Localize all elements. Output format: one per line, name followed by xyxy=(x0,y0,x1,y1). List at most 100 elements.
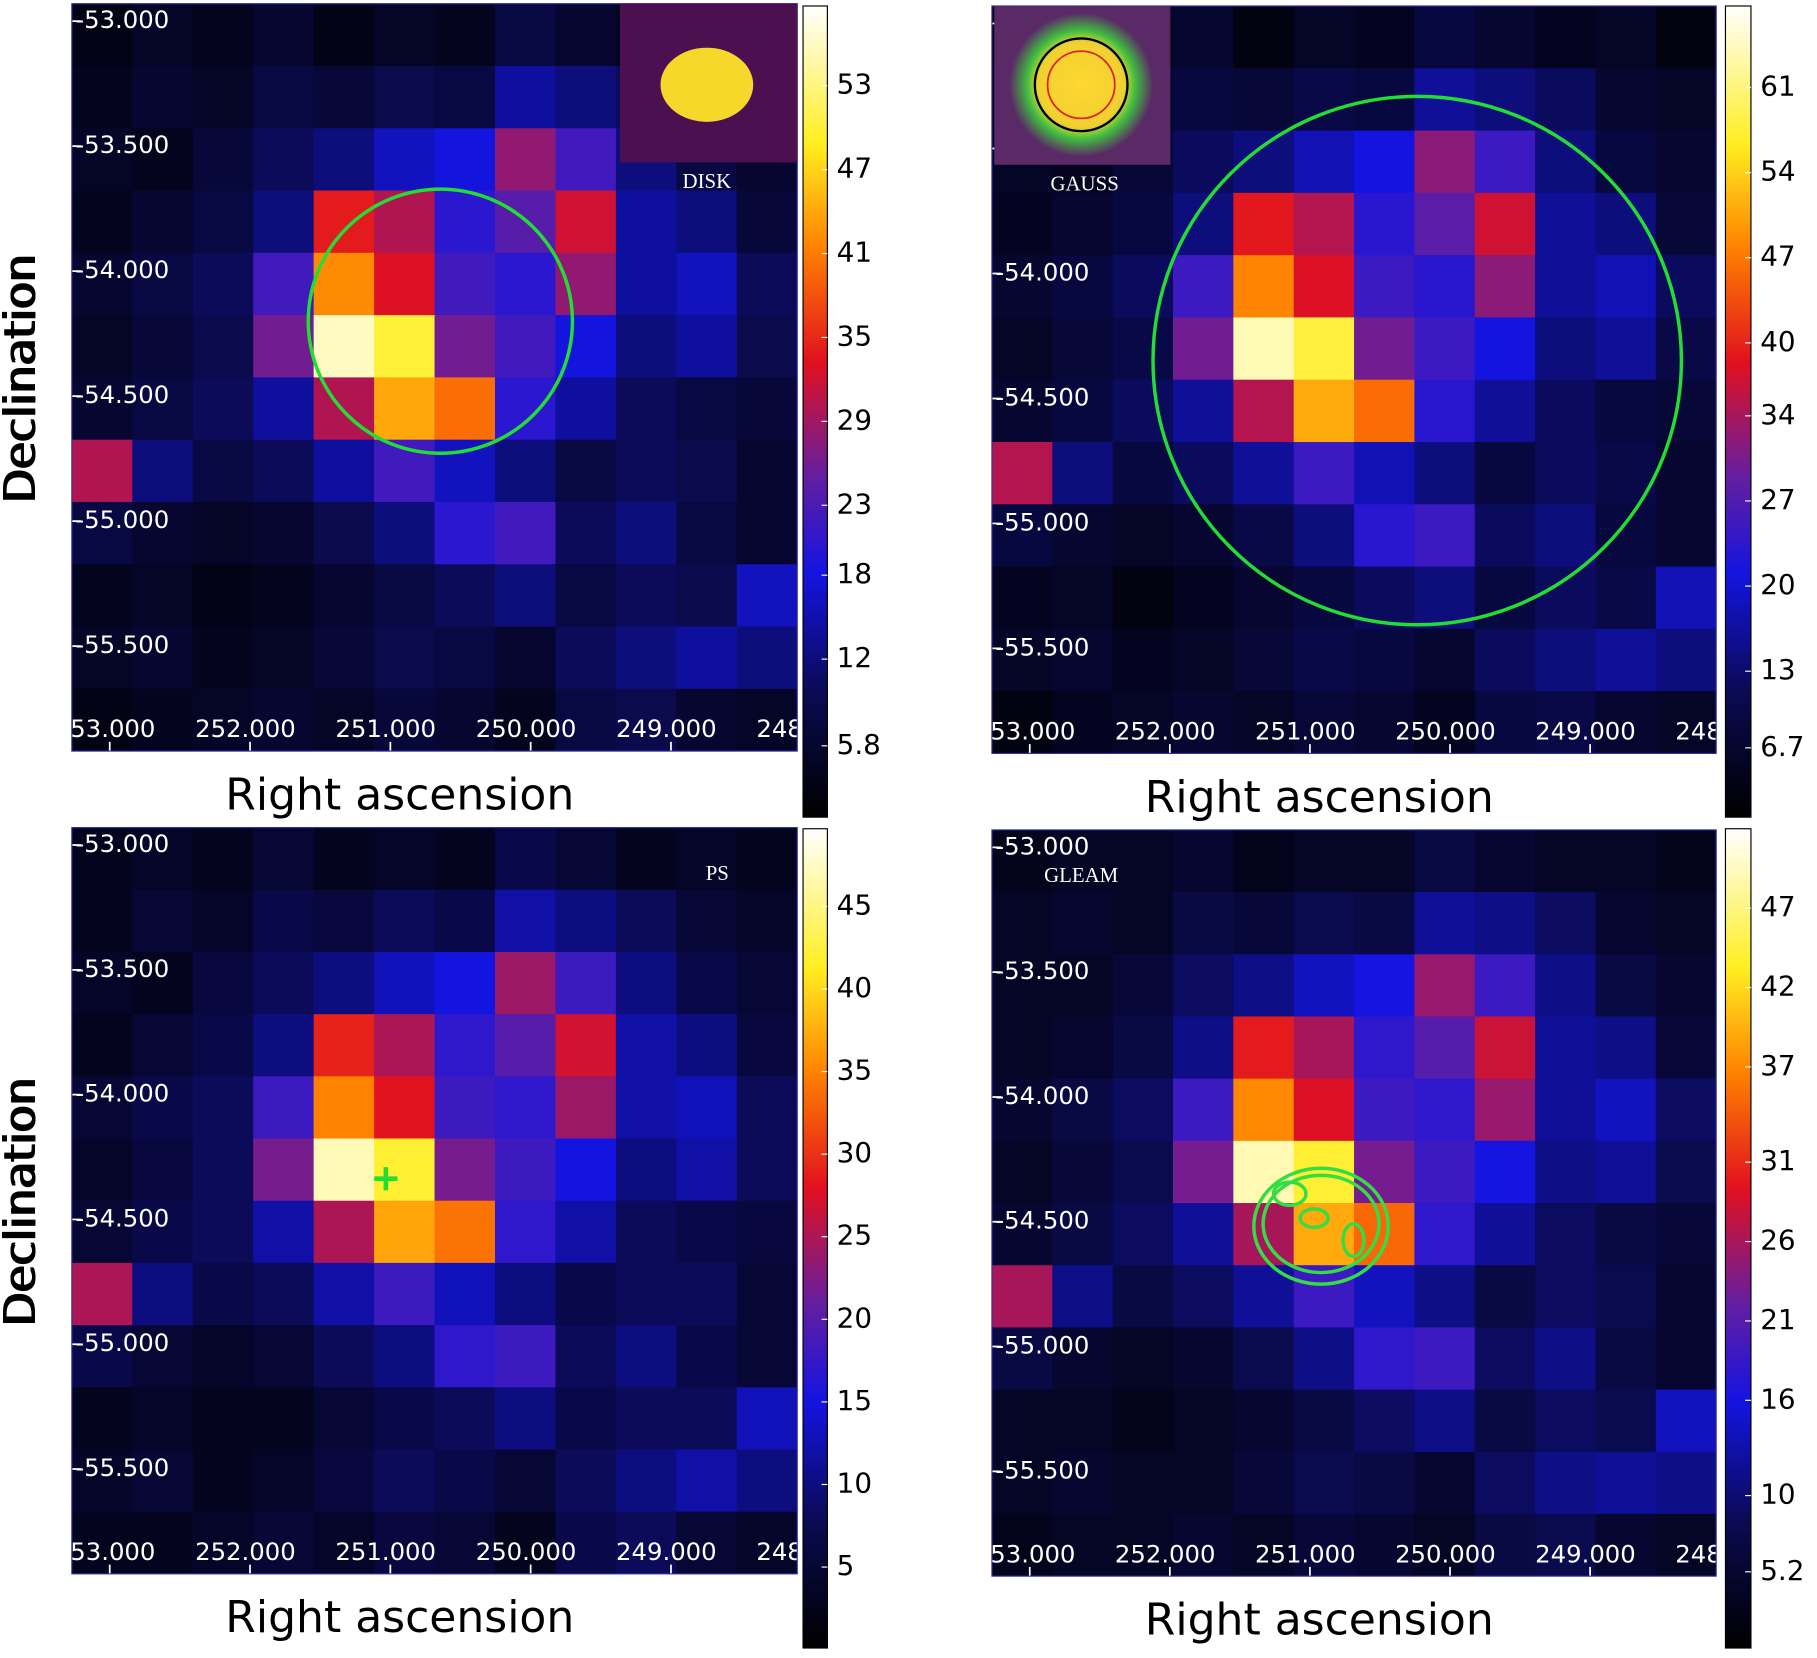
heat-cell xyxy=(1655,1389,1717,1453)
heat-cell xyxy=(434,1449,496,1513)
heat-cell xyxy=(313,1325,375,1388)
heat-cell xyxy=(555,1076,617,1140)
heat-cell xyxy=(1474,1389,1536,1453)
y-axis-label: Declination xyxy=(0,1076,46,1325)
heat-cell xyxy=(555,439,617,503)
colorbar-tick-label: 15 xyxy=(837,1384,872,1417)
heat-cell xyxy=(253,1200,315,1264)
colorbar-tick-label: 27 xyxy=(1760,483,1795,516)
heat-cell xyxy=(313,128,375,192)
heat-cell xyxy=(1474,1203,1536,1266)
heat-cell xyxy=(192,315,254,378)
heat-cell xyxy=(615,1014,677,1077)
heat-cell xyxy=(132,626,194,690)
y-tick-label: -55.000 xyxy=(75,505,169,534)
heat-cell xyxy=(132,1014,194,1077)
x-tick-label: 252.000 xyxy=(1115,1539,1216,1568)
heat-cell xyxy=(1052,1140,1114,1204)
plot-area: 253.000 252.000 251.000 250.000 249.000 248.0… xyxy=(991,5,1717,754)
heat-cell xyxy=(1535,1389,1597,1453)
heat-cell xyxy=(192,688,254,752)
heat-cell xyxy=(71,1200,133,1264)
heat-cell xyxy=(676,889,738,953)
heat-cell xyxy=(253,1511,315,1574)
panels: 253.000 252.000 251.000 250.000 249.000 248.0… xyxy=(0,3,1804,1649)
colorbar-tick-label: 23 xyxy=(837,487,872,520)
heat-cell xyxy=(1655,628,1717,692)
heat-cell xyxy=(313,3,375,67)
plot-area: 253.000 252.000 251.000 250.000 249.000 248.0… xyxy=(991,829,1717,1577)
colorbar xyxy=(802,828,828,1649)
heat-cell xyxy=(1414,1016,1476,1080)
heat-cell xyxy=(991,1389,1053,1453)
heat-cell xyxy=(253,377,315,441)
heat-cell xyxy=(192,1076,254,1140)
heat-cell xyxy=(1535,566,1597,630)
heat-cell xyxy=(1655,68,1717,132)
heat-cell xyxy=(1233,1327,1295,1391)
heat-cell xyxy=(495,377,557,441)
heat-cell xyxy=(1414,829,1476,893)
x-tick-label: 248.000 xyxy=(756,1537,857,1566)
heat-cell xyxy=(1595,1389,1657,1453)
heat-cell xyxy=(374,1387,436,1451)
heat-cell xyxy=(374,315,436,378)
heat-cell xyxy=(313,1262,375,1326)
heat-cell xyxy=(615,439,677,503)
heat-cell xyxy=(1474,5,1536,69)
heat-cell xyxy=(1233,192,1295,256)
heat-cell xyxy=(1655,892,1717,955)
heat-cell xyxy=(253,827,315,891)
heat-cell xyxy=(736,951,798,1015)
heat-cell xyxy=(736,190,798,254)
y-tick-label: -54.500 xyxy=(75,1203,169,1232)
x-tick-label: 250.000 xyxy=(1395,1539,1496,1568)
heat-cell xyxy=(1233,68,1295,132)
heat-cell xyxy=(132,1449,194,1513)
heat-cell xyxy=(1655,130,1717,194)
heat-cell xyxy=(434,1325,496,1388)
heat-cell xyxy=(991,954,1053,1018)
heat-cell xyxy=(1112,504,1174,568)
heat-cell xyxy=(1535,441,1597,505)
heat-cell xyxy=(1112,566,1174,630)
x-tick-label: 249.000 xyxy=(616,714,717,743)
plot-frame xyxy=(991,829,1717,1577)
y-tick-label: -54.000 xyxy=(995,257,1089,286)
heat-cell xyxy=(1414,1327,1476,1391)
heat-cell xyxy=(253,564,315,628)
gauss-region xyxy=(1151,94,1684,627)
heat-cell xyxy=(1595,1016,1657,1080)
y-tick-label: -55.500 xyxy=(995,1455,1089,1484)
heat-cell xyxy=(1233,255,1295,318)
heat-cell xyxy=(253,951,315,1015)
panel: 253.000 252.000 251.000 250.000 249.000 248.0… xyxy=(0,827,872,1649)
heat-cell xyxy=(1052,1389,1114,1453)
heat-cell xyxy=(192,377,254,441)
heat-cell xyxy=(132,1387,194,1451)
heat-cell xyxy=(132,1138,194,1202)
panel: 253.000 252.000 251.000 250.000 249.000 248.0… xyxy=(0,828,1804,1649)
heat-cell xyxy=(676,951,738,1015)
heat-cell xyxy=(555,65,617,129)
heat-cell xyxy=(615,190,677,254)
plot-area: 253.000 252.000 251.000 250.000 249.000 248.0… xyxy=(71,3,798,752)
heat-cell xyxy=(495,1076,557,1140)
heat-cell xyxy=(253,688,315,752)
heat-cell xyxy=(1414,1451,1476,1515)
heat-cell xyxy=(434,1138,496,1202)
heat-cell xyxy=(1052,954,1114,1018)
heat-cell xyxy=(434,827,496,891)
heat-cell xyxy=(253,252,315,316)
heat-cell xyxy=(736,626,798,690)
heat-cell xyxy=(1052,1513,1114,1577)
heat-cell xyxy=(991,1140,1053,1204)
heat-cell xyxy=(374,3,436,67)
heat-cell xyxy=(132,1076,194,1140)
heat-cell xyxy=(1474,892,1536,955)
colorbar-tick-label: 10 xyxy=(837,1466,872,1499)
heat-cell xyxy=(1354,691,1415,754)
heat-cell xyxy=(495,951,557,1015)
heat-cell xyxy=(434,501,496,565)
heat-cell xyxy=(1414,441,1476,505)
